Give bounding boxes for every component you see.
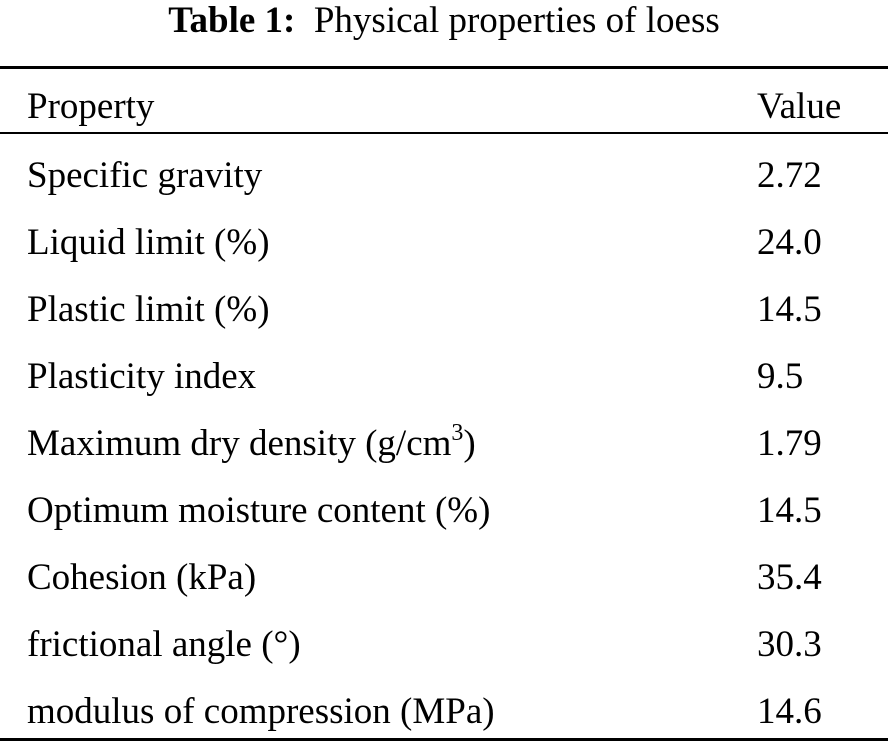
row-value-liquid-limit: 24.0: [757, 222, 822, 263]
header-value: Value: [757, 86, 842, 127]
row-property-maximum-dry-density-text: Maximum dry density (g/cm: [27, 423, 452, 464]
row-property-frictional-angle: frictional angle (°): [27, 624, 301, 665]
superscript-3: 3: [451, 419, 464, 446]
row-value-frictional-angle: 30.3: [757, 624, 822, 665]
table-top-rule: [0, 66, 888, 69]
row-property-optimum-moisture-content: Optimum moisture content (%): [27, 490, 491, 531]
row-value-modulus-of-compression: 14.6: [757, 691, 822, 732]
table-bottom-rule: [0, 738, 888, 741]
row-property-specific-gravity: Specific gravity: [27, 155, 263, 196]
row-property-cohesion: Cohesion (kPa): [27, 557, 257, 598]
row-property-plastic-limit: Plastic limit (%): [27, 289, 270, 330]
table-caption-title: Physical properties of loess: [313, 0, 720, 41]
header-property: Property: [27, 86, 155, 127]
row-value-plastic-limit: 14.5: [757, 289, 822, 330]
row-value-cohesion: 35.4: [757, 557, 822, 598]
row-value-optimum-moisture-content: 14.5: [757, 490, 822, 531]
row-property-modulus-of-compression: modulus of compression (MPa): [27, 691, 495, 732]
table-caption-label: Table 1:: [168, 0, 296, 41]
row-property-maximum-dry-density: Maximum dry density (g/cm3): [27, 419, 476, 466]
row-property-maximum-dry-density-close: ): [463, 423, 476, 464]
table-caption: Table 1: Physical properties of loess: [0, 0, 888, 48]
row-property-plasticity-index: Plasticity index: [27, 356, 257, 397]
row-property-liquid-limit: Liquid limit (%): [27, 222, 270, 263]
row-value-specific-gravity: 2.72: [757, 155, 822, 196]
table-header-rule: [0, 132, 888, 134]
row-value-plasticity-index: 9.5: [757, 356, 804, 397]
row-value-maximum-dry-density: 1.79: [757, 423, 822, 464]
